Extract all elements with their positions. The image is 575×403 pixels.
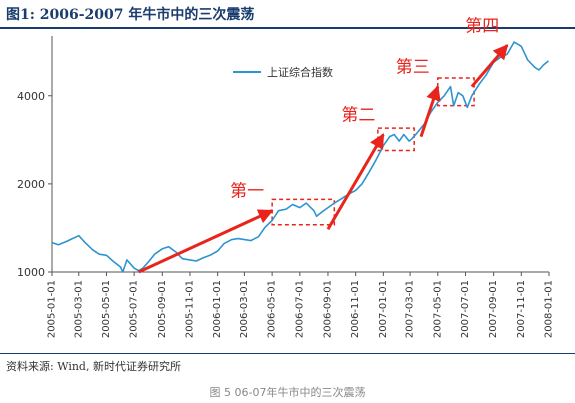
annotation-label: 第一 bbox=[230, 182, 264, 202]
x-tick-label: 2006-01-01 bbox=[212, 280, 223, 338]
x-tick-label: 2006-05-01 bbox=[267, 280, 278, 338]
x-tick-label: 2006-03-01 bbox=[239, 280, 250, 338]
x-tick-label: 2005-11-01 bbox=[184, 280, 195, 338]
axes: 1000 2000 4000 2005-01-01 2005-03-01 2005-05-… bbox=[17, 36, 555, 338]
x-tick-label: 2005-01-01 bbox=[47, 280, 58, 338]
x-tick-label: 2007-05-01 bbox=[432, 280, 443, 338]
x-tick-label: 2007-07-01 bbox=[460, 280, 471, 338]
annotation-label: 第三 bbox=[396, 58, 430, 78]
y-tick-label: 2000 bbox=[17, 178, 45, 191]
x-tick-label: 2006-09-01 bbox=[322, 280, 333, 338]
x-tick-label: 2006-11-01 bbox=[350, 280, 361, 338]
annotation-label: 第四 bbox=[465, 16, 499, 36]
y-tick-label: 4000 bbox=[17, 90, 45, 103]
annotation-arrow bbox=[326, 133, 385, 230]
x-tick-label: 2007-01-01 bbox=[378, 280, 389, 338]
source-divider bbox=[0, 353, 575, 354]
annotation-label: 第二 bbox=[341, 105, 375, 125]
annotation-arrow bbox=[138, 209, 274, 274]
highlight-box bbox=[271, 198, 336, 226]
legend: 上证综合指数 bbox=[233, 65, 333, 79]
title-divider bbox=[0, 27, 575, 29]
x-tick-label: 2005-05-01 bbox=[101, 280, 112, 338]
x-tick-label: 2008-01-01 bbox=[544, 280, 555, 338]
y-tick-label: 1000 bbox=[17, 266, 45, 279]
x-tick-label: 2005-03-01 bbox=[73, 280, 84, 338]
figure-title: 图1: 2006-2007 年牛市中的三次震荡 bbox=[6, 7, 255, 23]
annotation-arrow bbox=[470, 44, 509, 88]
source-note: 资料来源: Wind, 新时代证券研究所 bbox=[6, 360, 181, 373]
series-line bbox=[51, 41, 550, 273]
x-tick-label: 2005-07-01 bbox=[129, 280, 140, 338]
x-tick-label: 2006-07-01 bbox=[294, 280, 305, 338]
x-tick-label: 2007-09-01 bbox=[488, 280, 499, 338]
annotation-arrows: 第一 第二 第三 第四 bbox=[138, 16, 509, 274]
x-tick-label: 2005-09-01 bbox=[157, 280, 168, 338]
legend-label: 上证综合指数 bbox=[267, 65, 333, 79]
series-lines bbox=[51, 41, 550, 273]
x-tick-label: 2007-03-01 bbox=[405, 280, 416, 338]
annotation-arrow bbox=[419, 85, 441, 138]
figure-caption: 图 5 06-07年牛市中的三次震荡 bbox=[209, 386, 366, 399]
x-tick-label: 2007-11-01 bbox=[516, 280, 527, 338]
